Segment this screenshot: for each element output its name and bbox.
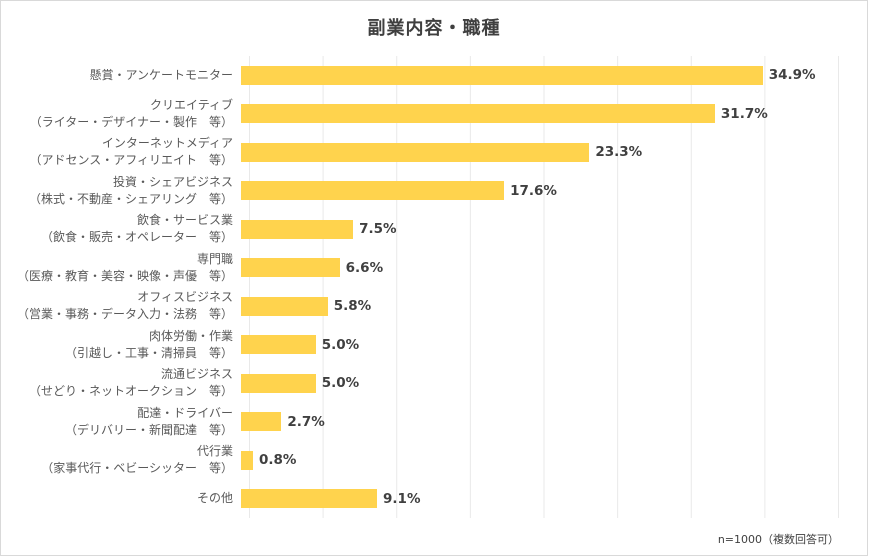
- bar[interactable]: [241, 489, 378, 509]
- category-label: インターネットメディア （アドセンス・アフィリエイト 等）: [29, 136, 233, 168]
- bar-track: 17.6%: [241, 181, 839, 201]
- value-label: 23.3%: [595, 144, 643, 161]
- bar-row: 専門職 （医療・教育・美容・映像・声優 等） 6.6%: [1, 249, 867, 288]
- bar-row: 懸賞・アンケートモニター 34.9%: [1, 56, 867, 95]
- bar-track: 34.9%: [241, 65, 839, 85]
- category-label: オフィスビジネス （営業・事務・データ入力・法務 等）: [16, 290, 233, 322]
- value-label: 0.8%: [258, 452, 297, 469]
- chart-body: 懸賞・アンケートモニター 34.9% クリエイティブ （ライター・デザイナー・製作 等…: [1, 56, 867, 518]
- value-label: 5.0%: [321, 375, 360, 392]
- category-label: 飲食・サービス業 （飲食・販売・オペレーター 等）: [40, 213, 233, 245]
- bar-track: 23.3%: [241, 142, 839, 162]
- bar-row: 投資・シェアビジネス （株式・不動産・シェアリング 等） 17.6%: [1, 172, 867, 211]
- bar-track: 5.0%: [241, 335, 839, 355]
- bar-row: 流通ビジネス （せどり・ネットオークション 等） 5.0%: [1, 364, 867, 403]
- bar-row: 配達・ドライバー （デリバリー・新聞配達 等） 2.7%: [1, 403, 867, 442]
- bar-rows-container: 懸賞・アンケートモニター 34.9% クリエイティブ （ライター・デザイナー・製作 等…: [1, 56, 867, 518]
- bar-track: 2.7%: [241, 412, 839, 432]
- value-label: 5.0%: [321, 336, 360, 353]
- bar[interactable]: [241, 450, 253, 470]
- bar-row: その他 9.1%: [1, 480, 867, 519]
- category-label: 専門職 （医療・教育・美容・映像・声優 等）: [16, 251, 233, 283]
- sample-size-note: n=1000（複数回答可）: [717, 533, 839, 546]
- bar[interactable]: [241, 219, 354, 239]
- category-label: 懸賞・アンケートモニター: [89, 67, 233, 82]
- category-label: 肉体労働・作業 （引越し・工事・清掃員 等）: [64, 328, 233, 360]
- bar-row: 肉体労働・作業 （引越し・工事・清掃員 等） 5.0%: [1, 326, 867, 365]
- bar-track: 7.5%: [241, 219, 839, 239]
- bar-track: 6.6%: [241, 258, 839, 278]
- bar-track: 5.0%: [241, 373, 839, 393]
- bar[interactable]: [241, 104, 715, 124]
- category-label: 代行業 （家事代行・ベビーシッター 等）: [41, 444, 233, 476]
- bar[interactable]: [241, 142, 590, 162]
- category-label: クリエイティブ （ライター・デザイナー・製作 等）: [29, 97, 233, 129]
- value-label: 17.6%: [510, 182, 557, 199]
- bar[interactable]: [241, 373, 316, 393]
- value-label: 31.7%: [720, 105, 768, 122]
- bar-row: クリエイティブ （ライター・デザイナー・製作 等） 31.7%: [1, 95, 867, 134]
- category-label: 配達・ドライバー （デリバリー・新聞配達 等）: [64, 405, 233, 437]
- bar-row: 飲食・サービス業 （飲食・販売・オペレーター 等） 7.5%: [1, 210, 867, 249]
- bar-track: 0.8%: [241, 450, 839, 470]
- bar[interactable]: [241, 258, 340, 278]
- bar-row: インターネットメディア （アドセンス・アフィリエイト 等） 23.3%: [1, 133, 867, 172]
- value-label: 7.5%: [359, 221, 397, 238]
- bar-track: 31.7%: [241, 104, 839, 124]
- bar[interactable]: [241, 296, 328, 316]
- bar-track: 9.1%: [241, 489, 839, 509]
- bar-row: 代行業 （家事代行・ベビーシッター 等） 0.8%: [1, 441, 867, 480]
- category-label: 投資・シェアビジネス （株式・不動産・シェアリング 等）: [28, 174, 233, 206]
- value-label: 2.7%: [287, 413, 325, 430]
- category-label: その他: [196, 491, 233, 506]
- bar-row: オフィスビジネス （営業・事務・データ入力・法務 等） 5.8%: [1, 287, 867, 326]
- value-label: 9.1%: [383, 490, 421, 507]
- chart-title: 副業内容・職種: [367, 18, 501, 39]
- bar[interactable]: [241, 181, 505, 201]
- bar[interactable]: [241, 335, 316, 355]
- value-label: 6.6%: [345, 259, 384, 276]
- bar-track: 5.8%: [241, 296, 839, 316]
- value-label: 34.9%: [768, 67, 816, 84]
- category-label: 流通ビジネス （せどり・ネットオークション 等）: [28, 367, 233, 399]
- bar[interactable]: [241, 65, 763, 85]
- value-label: 5.8%: [333, 298, 372, 315]
- bar[interactable]: [241, 412, 282, 432]
